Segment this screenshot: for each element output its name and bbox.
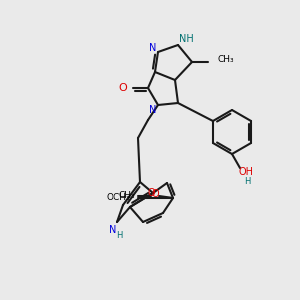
- Text: CH₃: CH₃: [217, 56, 234, 64]
- Text: N: N: [109, 225, 117, 235]
- Text: H: H: [244, 176, 250, 185]
- Text: N: N: [149, 105, 157, 115]
- Text: OCH₃: OCH₃: [106, 194, 130, 202]
- Text: H: H: [116, 232, 122, 241]
- Text: OH: OH: [238, 167, 253, 177]
- Text: CH₃: CH₃: [118, 191, 135, 200]
- Text: O: O: [118, 83, 127, 93]
- Text: NH: NH: [178, 34, 194, 44]
- Text: N: N: [149, 43, 157, 53]
- Text: O: O: [147, 188, 155, 198]
- Text: O: O: [151, 189, 159, 199]
